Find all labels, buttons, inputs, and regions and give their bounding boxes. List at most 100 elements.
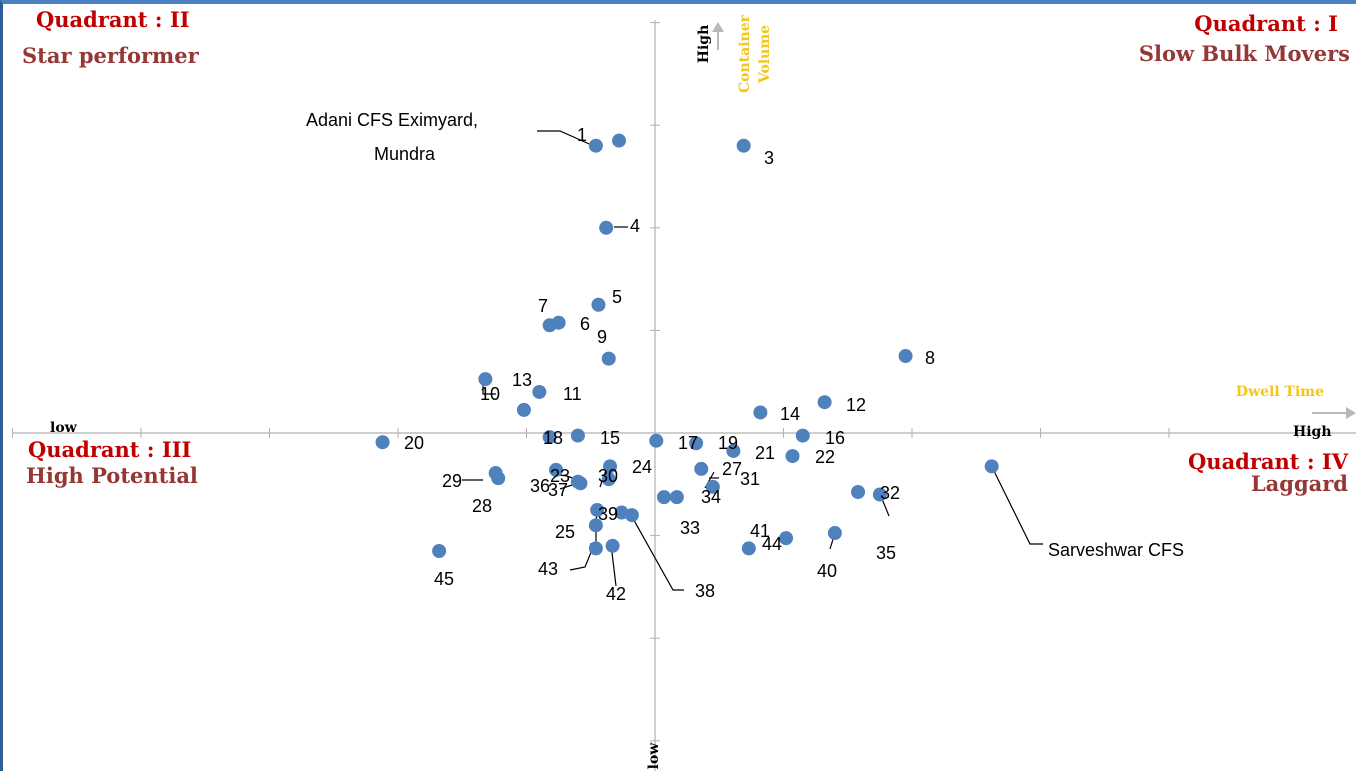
point-label: 28	[472, 496, 492, 516]
quadrant-1-title: Quadrant : I	[1194, 11, 1338, 36]
point-label: 25	[555, 522, 575, 542]
data-point	[516, 402, 531, 417]
y-arrow-head	[712, 22, 724, 32]
data-point	[753, 405, 768, 420]
data-point	[603, 459, 618, 474]
x-axis-low-label: low	[50, 420, 77, 436]
point-label: 38	[695, 581, 715, 601]
point-label: 36	[530, 476, 550, 496]
data-point	[432, 543, 447, 558]
data-point	[984, 459, 999, 474]
data-point	[478, 372, 493, 387]
point-label: 18	[543, 428, 563, 448]
leader-line	[537, 130, 597, 148]
quadrant-1-subtitle: Slow Bulk Movers	[1138, 41, 1350, 66]
point-label: 33	[680, 518, 700, 538]
point-label: 44	[762, 534, 782, 554]
data-point	[601, 351, 616, 366]
point-label: 9	[597, 327, 607, 347]
point-label: Sarveshwar CFS	[1048, 540, 1184, 560]
quadrant-3-title: Quadrant : III	[28, 437, 192, 462]
data-point	[656, 490, 671, 505]
data-point	[605, 538, 620, 553]
data-point	[612, 133, 627, 148]
point-label: 23	[550, 466, 570, 486]
data-point	[689, 436, 704, 451]
data-point	[726, 443, 741, 458]
point-label: 43	[538, 559, 558, 579]
quadrant-4-title: Quadrant : IV	[1188, 449, 1348, 474]
x-arrow-head	[1346, 407, 1356, 419]
data-point	[649, 433, 664, 448]
data-point	[851, 484, 866, 499]
data-point	[375, 435, 390, 450]
point-label: 8	[925, 348, 935, 368]
data-point	[614, 505, 629, 520]
data-point	[542, 430, 557, 445]
point-label: 32	[880, 483, 900, 503]
point-label: 19	[718, 433, 738, 453]
y-axis-low-label: low	[646, 742, 662, 770]
y-axis-high-label: High	[696, 24, 712, 64]
leader-line	[630, 514, 684, 591]
point-label: Mundra	[374, 144, 436, 164]
point-label: 16	[825, 428, 845, 448]
point-label: 12	[846, 395, 866, 415]
point-label: 10	[480, 384, 500, 404]
point-label: 13	[512, 370, 532, 390]
point-label: 15	[600, 428, 620, 448]
point-label: 27	[722, 459, 742, 479]
point-label: 17	[678, 433, 698, 453]
point-label: 21	[755, 443, 775, 463]
point-label: 1	[577, 125, 587, 145]
data-point	[599, 220, 614, 235]
data-point	[573, 476, 588, 491]
data-point	[532, 384, 547, 399]
point-label: 41	[750, 521, 770, 541]
point-label: 6	[580, 314, 590, 334]
data-point	[542, 318, 557, 333]
point-label: 39	[598, 504, 618, 524]
leader-line	[991, 466, 1043, 545]
point-label: 40	[817, 561, 837, 581]
data-point	[694, 461, 709, 476]
point-label: 30	[598, 466, 618, 486]
point-label: 29	[442, 471, 462, 491]
quadrant-4-subtitle: Laggard	[1250, 471, 1348, 496]
data-point	[898, 349, 913, 364]
y-axis-name-line1: Container	[737, 15, 753, 93]
data-point	[795, 428, 810, 443]
data-point	[779, 531, 794, 546]
data-point	[785, 449, 800, 464]
data-point	[549, 462, 564, 477]
data-point	[827, 526, 842, 541]
data-point	[588, 541, 603, 556]
point-label: 31	[740, 469, 760, 489]
data-point	[590, 502, 605, 517]
point-label: 22	[815, 447, 835, 467]
x-axis-high-label: High	[1293, 424, 1332, 440]
data-point	[601, 472, 616, 487]
point-label: 5	[612, 287, 622, 307]
data-point	[591, 297, 606, 312]
quadrant-3-subtitle: High Potential	[26, 463, 198, 488]
point-label: 42	[606, 584, 626, 604]
point-label: 35	[876, 543, 896, 563]
point-label: 4	[630, 216, 640, 236]
data-point	[570, 428, 585, 443]
quadrant-2-subtitle: Star performer	[22, 43, 199, 68]
point-label: 20	[404, 433, 424, 453]
quadrant-2-title: Quadrant : II	[36, 7, 190, 32]
data-point	[741, 541, 756, 556]
point-label: 14	[780, 404, 800, 424]
data-point	[669, 490, 684, 505]
data-point	[488, 466, 503, 481]
data-point	[736, 138, 751, 153]
point-label: 11	[563, 384, 582, 404]
x-axis-name: Dwell Time	[1235, 384, 1324, 400]
data-point	[705, 479, 720, 494]
y-axis-name-line2: Volume	[757, 24, 773, 84]
data-point	[872, 487, 887, 502]
